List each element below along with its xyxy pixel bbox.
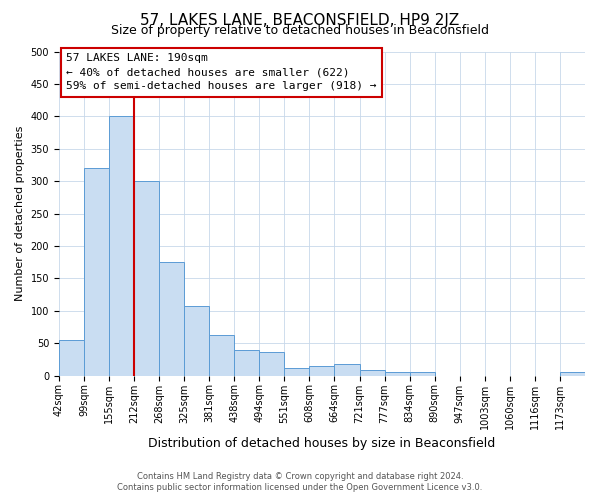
- Text: Contains HM Land Registry data © Crown copyright and database right 2024.
Contai: Contains HM Land Registry data © Crown c…: [118, 472, 482, 492]
- X-axis label: Distribution of detached houses by size in Beaconsfield: Distribution of detached houses by size …: [148, 437, 496, 450]
- Bar: [234, 350, 259, 376]
- Bar: [134, 181, 159, 376]
- Bar: [284, 368, 310, 376]
- Bar: [59, 340, 84, 376]
- Bar: [184, 306, 209, 376]
- Text: 57 LAKES LANE: 190sqm
← 40% of detached houses are smaller (622)
59% of semi-det: 57 LAKES LANE: 190sqm ← 40% of detached …: [67, 54, 377, 92]
- Bar: [359, 370, 385, 376]
- Bar: [109, 116, 134, 376]
- Bar: [334, 364, 359, 376]
- Bar: [259, 352, 284, 376]
- Y-axis label: Number of detached properties: Number of detached properties: [15, 126, 25, 302]
- Bar: [385, 372, 410, 376]
- Bar: [560, 372, 585, 376]
- Bar: [84, 168, 109, 376]
- Bar: [159, 262, 184, 376]
- Text: Size of property relative to detached houses in Beaconsfield: Size of property relative to detached ho…: [111, 24, 489, 37]
- Bar: [209, 335, 234, 376]
- Text: 57, LAKES LANE, BEACONSFIELD, HP9 2JZ: 57, LAKES LANE, BEACONSFIELD, HP9 2JZ: [140, 12, 460, 28]
- Bar: [410, 372, 434, 376]
- Bar: [310, 366, 334, 376]
